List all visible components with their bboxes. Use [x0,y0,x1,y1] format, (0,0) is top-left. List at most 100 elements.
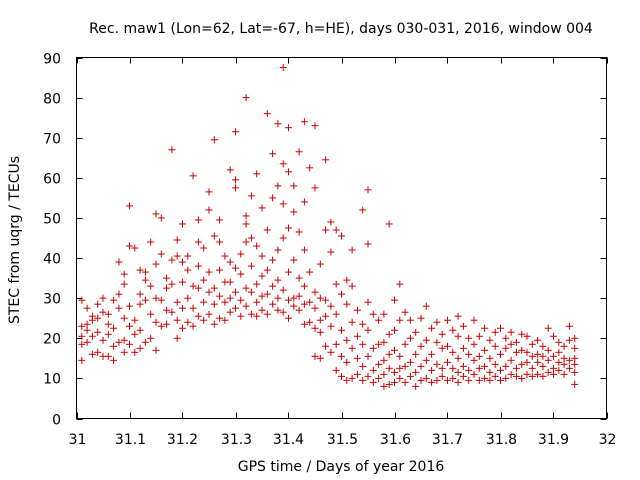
data-point [454,312,462,320]
data-point [210,232,218,240]
data-point [465,366,473,374]
data-point [200,276,208,284]
data-point [523,358,531,366]
data-point [422,356,430,364]
data-point [322,312,330,320]
data-point [348,344,356,352]
data-point [126,302,133,310]
y-tick-label: 80 [43,92,61,108]
data-point [375,360,383,368]
data-point [565,364,573,372]
data-point [232,184,239,192]
data-point [571,354,579,362]
data-point [486,376,494,384]
data-point [168,146,176,154]
data-point [502,374,510,382]
data-point [157,250,165,258]
x-tick-label: 31 [69,432,87,448]
data-point [205,310,213,318]
data-point [327,322,335,330]
data-point [232,128,239,136]
data-point [528,364,536,372]
data-point [258,292,266,300]
data-point [428,350,436,358]
data-point [110,342,118,350]
data-point [311,184,319,192]
data-point [523,348,531,356]
data-point [406,372,414,380]
data-point [348,318,356,326]
data-point [189,322,197,330]
data-point [406,358,414,366]
data-point [285,124,292,132]
data-point [534,350,542,358]
data-point [131,316,139,324]
data-point [216,314,224,322]
data-point [184,252,192,260]
data-point [449,364,457,372]
data-point [438,344,446,352]
data-point [454,354,462,362]
data-point [258,204,266,212]
data-point [359,206,367,214]
data-point [274,294,282,302]
data-point [88,332,96,340]
data-point [512,348,520,356]
data-point [306,318,314,326]
data-point [311,324,319,332]
data-point [338,326,345,334]
data-point [396,280,404,288]
data-point [210,300,218,308]
data-point [534,336,542,344]
data-point [163,306,171,314]
data-point [560,342,568,350]
data-point [141,276,149,284]
data-point [311,288,319,296]
data-point [290,302,298,310]
data-point [512,364,520,372]
data-point [507,340,515,348]
x-tick-label: 31.2 [167,432,198,448]
data-point [179,220,186,228]
data-point [343,358,351,366]
data-point [253,242,261,250]
data-point [290,256,298,264]
data-point [78,322,86,330]
data-point [364,326,372,334]
data-point [396,316,404,324]
data-point [173,252,181,260]
x-tick-label: 31.8 [486,432,517,448]
data-point [263,290,271,298]
data-point [481,324,489,332]
data-point [179,304,186,312]
x-tick-label: 31.9 [538,432,569,448]
data-point [343,276,351,284]
data-point [486,354,494,362]
data-point [385,330,393,338]
data-point [83,320,91,328]
x-tick-label: 31.1 [115,432,146,448]
data-point [253,170,261,178]
data-point [232,304,239,312]
data-point [433,376,441,384]
data-point [184,266,192,274]
data-point [152,346,160,354]
data-point [120,314,128,322]
data-point [269,282,277,290]
data-point [120,348,128,356]
data-point [316,260,324,268]
data-point [449,374,457,382]
data-point [147,282,155,290]
axis-tick-labels: 31 31.1 31.2 31.3 31.4 31.5 31.6 31.7 31.8 31.9 32… [43,52,616,449]
data-point [94,314,102,322]
data-point [491,328,499,336]
data-point [560,354,568,362]
data-point [258,252,266,260]
data-point [539,342,547,350]
data-point [99,294,107,302]
data-point [380,356,388,364]
data-point [544,356,552,364]
data-point [131,330,139,338]
x-tick-label: 31.3 [221,432,252,448]
data-point [454,368,462,376]
